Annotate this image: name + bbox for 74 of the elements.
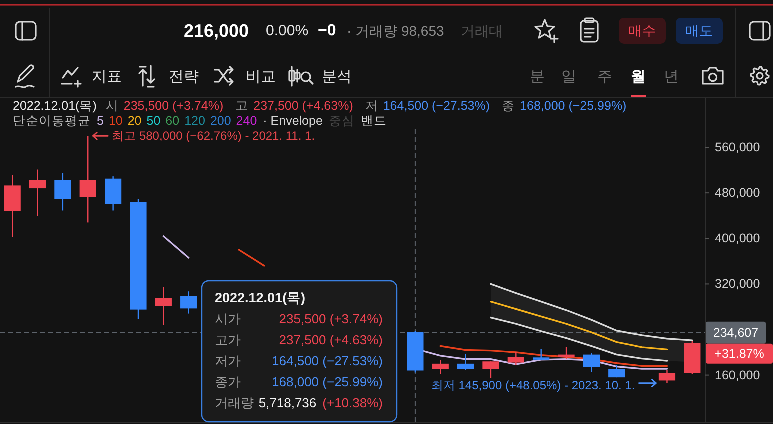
candlestick [583, 352, 600, 374]
candlestick [432, 360, 449, 375]
candlestick [155, 286, 172, 326]
candlestick [457, 354, 474, 371]
text: 밴드 [360, 114, 387, 128]
candlestick [180, 291, 198, 314]
text: 비교 [246, 68, 276, 86]
annotation: 시가 [215, 312, 241, 326]
line-series [490, 301, 668, 351]
annotation: 237,500 (+4.63%) [279, 332, 383, 348]
annotation: 고 [236, 99, 249, 113]
text: · Envelope [263, 114, 323, 128]
annotation: 235,500 (+3.74%) [279, 312, 383, 326]
text: 216,000 [184, 21, 250, 41]
candlestick [54, 172, 72, 212]
annotation: 2022.12.01(목) [215, 290, 306, 306]
y-tick-label: 160,000 [715, 368, 760, 382]
text: 매수 [628, 24, 656, 38]
annotation: 최저 145,900 (+48.05%) - 2023. 10. 1. [431, 378, 636, 392]
text: 년 [664, 68, 679, 86]
text: 5 [97, 114, 104, 128]
annotation: 5,718,736 [258, 396, 317, 410]
candlestick [508, 351, 524, 366]
candlestick [80, 136, 96, 224]
text: 분 [530, 68, 545, 86]
annotation: 시 [106, 99, 119, 113]
y-tick-label: 480,000 [715, 186, 760, 200]
text: 거래대 [461, 23, 503, 39]
text: 50 [146, 114, 161, 128]
annotation: 164,500 (−27.53%) [383, 99, 490, 113]
text: 10 [108, 114, 123, 128]
line-series [490, 316, 668, 362]
line-series [490, 283, 694, 342]
text: 240 [236, 114, 258, 128]
text: 120 [184, 114, 206, 128]
y-tick-label: 560,000 [715, 140, 760, 155]
candlestick [482, 361, 500, 379]
annotation: 2022.12.01(목) [13, 99, 97, 113]
text: 월 [631, 68, 646, 86]
candlestick [608, 364, 626, 378]
text: · 거래량 98,653 [347, 23, 444, 39]
text: 20 [128, 114, 142, 128]
text: 일 [562, 68, 576, 86]
axis-tag: +31.87% [706, 344, 773, 364]
annotation: 235,500 (+3.74%) [124, 99, 224, 113]
text: 200 [210, 114, 232, 128]
annotation: 168,000 (−25.99%) [272, 374, 383, 390]
annotation: 168,000 (−25.99%) [520, 99, 627, 113]
annotation: 종 [502, 99, 516, 113]
text: −0 [318, 22, 336, 40]
candlestick [658, 370, 676, 384]
text: 0.00% [266, 22, 309, 40]
annotation: (+10.38%) [322, 396, 383, 410]
text: 분석 [322, 68, 352, 86]
text: 60 [166, 114, 180, 128]
annotation: 164,500 (−27.53%) [272, 354, 383, 368]
annotation: 저 [365, 99, 378, 113]
text: 주 [598, 68, 612, 86]
text: 전략 [169, 68, 199, 86]
candlestick [533, 348, 550, 362]
y-tick-label: 400,000 [715, 232, 760, 246]
annotation: 최고 580,000 (−62.76%) - 2021. 11. 1. [112, 129, 316, 144]
text: 매도 [686, 24, 714, 38]
text: 지표 [92, 68, 122, 86]
axis-tag: 234,607 [706, 322, 766, 344]
annotation: 거래량 [215, 396, 254, 410]
candlestick [29, 169, 46, 218]
annotation: 고가 [215, 332, 241, 348]
y-tick-label: 320,000 [715, 277, 760, 292]
candlestick [558, 346, 575, 360]
annotation: 237,500 (+4.63%) [254, 99, 354, 113]
text: 단순이동평균 [13, 114, 91, 128]
annotation: 종가 [215, 374, 241, 390]
annotation: 저가 [215, 354, 241, 368]
